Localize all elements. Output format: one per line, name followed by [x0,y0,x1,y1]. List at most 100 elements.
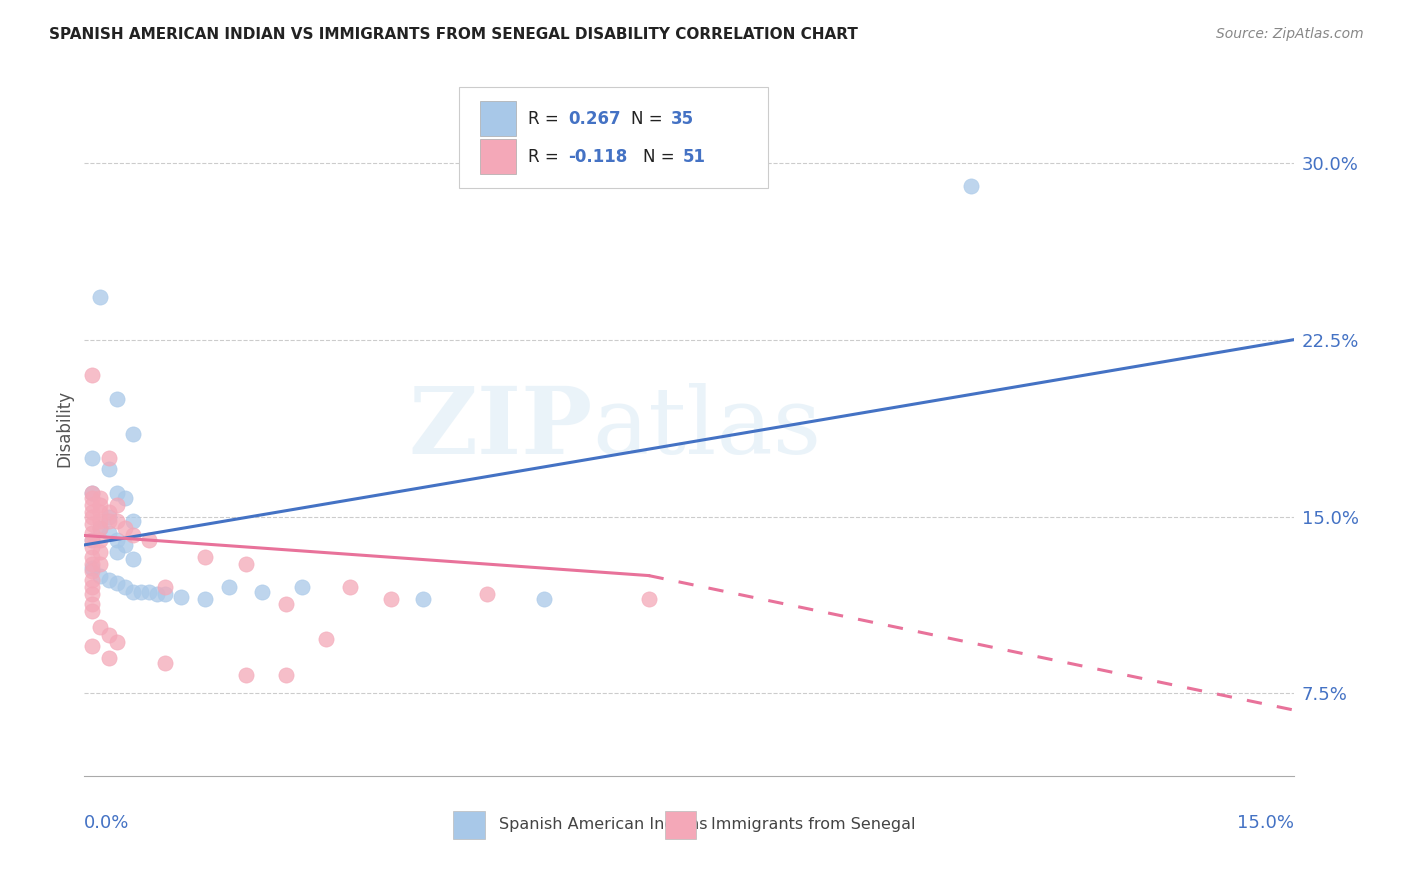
Point [89,620,111,634]
Point [105,545,128,559]
Point [82,604,104,618]
Text: 0.267: 0.267 [568,110,620,128]
Point [412,592,434,607]
Point [194,549,217,564]
Point [105,392,128,406]
Point [121,528,143,542]
Point [121,585,143,599]
Point [477,587,499,601]
Text: 51: 51 [683,148,706,166]
Point [82,486,104,500]
FancyBboxPatch shape [460,87,768,188]
Point [121,552,143,566]
FancyBboxPatch shape [479,101,516,136]
Point [170,590,193,604]
Point [235,667,257,681]
Text: Source: ZipAtlas.com: Source: ZipAtlas.com [1216,27,1364,41]
Point [97,450,120,465]
Point [82,574,104,588]
Y-axis label: Disability: Disability [55,390,73,467]
Point [153,587,176,601]
Text: ZIP: ZIP [408,384,592,473]
Text: R =: R = [529,148,564,166]
Point [380,592,402,607]
Point [82,541,104,555]
Text: 0.0%: 0.0% [84,814,129,832]
Text: 35: 35 [671,110,695,128]
Point [82,587,104,601]
Point [89,290,111,304]
Point [82,580,104,594]
Point [97,505,120,519]
Text: N =: N = [643,148,681,166]
Point [291,580,314,594]
Point [89,557,111,571]
FancyBboxPatch shape [479,139,516,174]
Point [82,561,104,575]
Text: Immigrants from Senegal: Immigrants from Senegal [710,817,915,832]
Point [194,592,217,607]
Point [89,545,111,559]
Point [315,632,337,647]
Point [82,516,104,531]
Point [235,557,257,571]
Point [339,580,361,594]
Point [82,368,104,383]
Point [218,580,240,594]
Point [82,564,104,578]
Text: R =: R = [529,110,564,128]
Point [146,587,169,601]
Point [89,491,111,505]
Point [82,549,104,564]
Text: Spanish American Indians: Spanish American Indians [499,817,707,832]
Point [82,486,104,500]
Point [97,627,120,641]
Point [138,533,160,548]
Point [105,533,128,548]
Text: 15.0%: 15.0% [1236,814,1294,832]
Point [105,498,128,512]
Point [129,585,152,599]
Point [274,597,297,611]
Point [82,640,104,654]
Point [89,521,111,535]
Point [97,462,120,476]
Point [82,491,104,505]
Point [114,521,136,535]
Point [97,514,120,528]
Point [82,533,104,548]
Point [114,580,136,594]
Point [82,498,104,512]
Point [637,592,659,607]
Point [82,450,104,465]
Point [89,505,111,519]
Point [114,491,136,505]
Point [105,514,128,528]
Point [105,634,128,648]
Point [82,505,104,519]
Point [89,498,111,512]
Text: SPANISH AMERICAN INDIAN VS IMMIGRANTS FROM SENEGAL DISABILITY CORRELATION CHART: SPANISH AMERICAN INDIAN VS IMMIGRANTS FR… [49,27,858,42]
Point [82,597,104,611]
Point [250,585,273,599]
Point [121,427,143,442]
Point [89,514,111,528]
Text: -0.118: -0.118 [568,148,627,166]
Point [274,667,297,681]
Point [89,521,111,535]
Point [153,656,176,670]
Text: atlas: atlas [592,384,821,473]
FancyBboxPatch shape [665,811,696,838]
FancyBboxPatch shape [453,811,485,838]
Point [89,533,111,548]
Point [82,533,104,548]
Point [97,574,120,588]
Point [82,526,104,541]
Point [89,568,111,582]
Text: N =: N = [631,110,668,128]
Point [105,575,128,590]
Point [114,538,136,552]
Point [960,179,983,194]
Point [153,580,176,594]
Point [97,651,120,665]
